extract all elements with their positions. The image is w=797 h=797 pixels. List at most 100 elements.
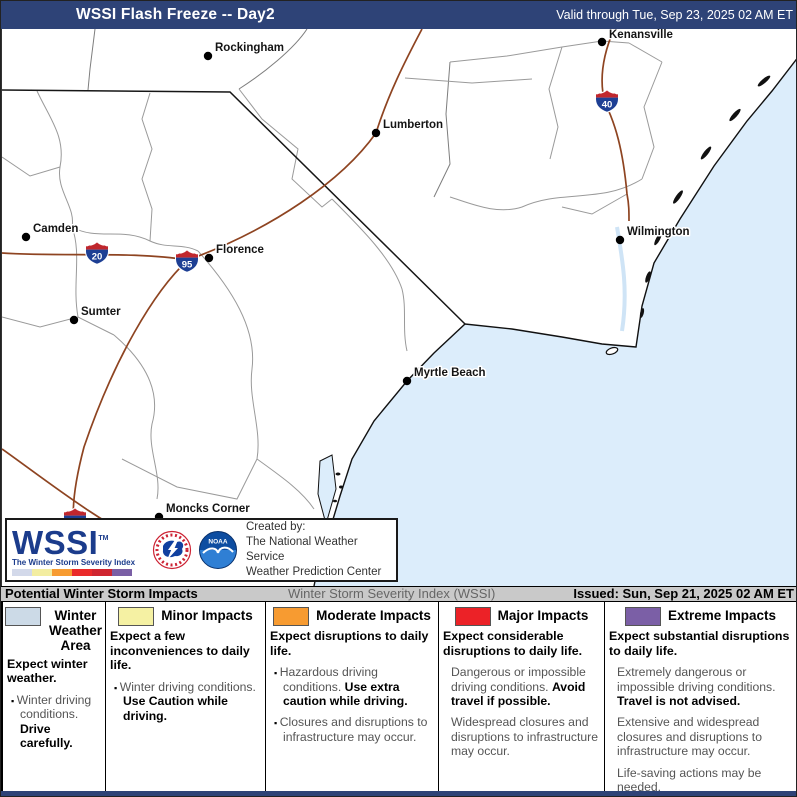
created-by-line2: Weather Prediction Center: [246, 565, 382, 578]
svg-text:20: 20: [92, 252, 103, 263]
city-marker-kenansville: Kenansville: [597, 28, 674, 47]
created-by-label: Created by:: [246, 521, 306, 534]
svg-text:40: 40: [602, 100, 613, 111]
legend-paragraph: Life-saving actions may be needed.: [617, 766, 793, 791]
legend-header-major: Major Impacts: [441, 607, 602, 626]
colorbar-segment: [12, 568, 32, 576]
created-by-line1: The National Weather Service: [246, 536, 358, 563]
map-svg: 40 20 95 26 Ro: [1, 28, 796, 587]
svg-text:Kenansville: Kenansville: [609, 29, 673, 41]
para-text-gray: Extensive and widespread closures and di…: [617, 715, 762, 759]
legend-title-winter: Winter Weather Area: [48, 608, 103, 653]
credit-box: WSSITM The Winter Storm Severity Index: [5, 518, 398, 582]
svg-text:Rockingham: Rockingham: [215, 42, 284, 54]
legend: Winter Weather Area Expect winter weathe…: [1, 602, 796, 791]
issued-text: Issued: Sun, Sep 21, 2025 02 AM ET: [573, 586, 794, 601]
bullet-text-bold: Use Caution while driving.: [123, 694, 228, 723]
svg-text:Wilmington: Wilmington: [627, 226, 690, 238]
legend-lead-moderate: Expect disruptions to daily life.: [270, 629, 429, 658]
legend-bullet: Closures and disruptions to infrastructu…: [274, 715, 435, 744]
wssi-severity-colorbar: [12, 568, 132, 576]
interstate-95-shield: 95: [175, 249, 199, 273]
trademark-symbol: TM: [98, 534, 109, 542]
bullet-text-gray: Closures and disruptions to infrastructu…: [279, 715, 428, 744]
legend-header-extreme: Extreme Impacts: [607, 607, 794, 626]
legend-header-winter: Winter Weather Area: [5, 607, 103, 654]
bullet-text-gray: Hazardous driving conditions.: [279, 665, 378, 694]
winter-weather-swatch: [5, 607, 41, 626]
para-text-gray: Life-saving actions may be needed.: [617, 765, 762, 791]
wssi-logo-text: WSSI: [12, 523, 99, 561]
svg-text:Sumter: Sumter: [81, 306, 121, 318]
svg-text:Moncks Corner: Moncks Corner: [166, 503, 250, 515]
svg-text:Florence: Florence: [216, 244, 264, 256]
legend-title-major: Major Impacts: [497, 608, 589, 623]
legend-column-extreme: Extreme Impacts Expect substantial disru…: [605, 602, 796, 791]
created-by-text: Created by: The National Weather Service…: [246, 520, 391, 580]
city-marker-camden: Camden: [21, 222, 80, 242]
interstate-20-shield: 20: [85, 241, 109, 265]
legend-column-major: Major Impacts Expect considerable disrup…: [439, 602, 605, 791]
svg-text:Camden: Camden: [33, 223, 78, 235]
map-area: 40 20 95 26 Ro: [1, 28, 796, 587]
valid-through-text: Valid through Tue, Sep 23, 2025 02 AM ET: [556, 8, 793, 22]
city-marker-florence: Florence: [204, 243, 265, 263]
city-marker-wilmington: Wilmington: [615, 225, 691, 245]
wssi-logo: WSSITM The Winter Storm Severity Index: [12, 525, 144, 576]
bullet-text-bold: Use extra caution while driving.: [283, 679, 408, 709]
bullet-text-bold: Drive carefully.: [20, 721, 73, 750]
bay: [317, 454, 337, 526]
legend-lead-major: Expect considerable disruptions to daily…: [443, 629, 583, 658]
svg-text:Myrtle Beach: Myrtle Beach: [414, 367, 486, 379]
major-impacts-swatch: [454, 607, 491, 626]
legend-column-winter: Winter Weather Area Expect winter weathe…: [3, 602, 106, 791]
para-text-gray: Dangerous or impossible driving conditio…: [451, 665, 586, 694]
extreme-impacts-swatch: [624, 607, 661, 626]
city-marker-lumberton: Lumberton: [371, 118, 445, 138]
legend-bullet: Winter driving conditions. Use Caution w…: [114, 680, 262, 723]
legend-paragraph: Extensive and widespread closures and di…: [617, 715, 793, 758]
colorbar-segment: [32, 568, 52, 576]
bullet-text-gray: Winter driving conditions.: [119, 679, 256, 694]
legend-title-moderate: Moderate Impacts: [316, 608, 431, 623]
city-marker-rockingham: Rockingham: [203, 41, 286, 61]
legend-bar-left: Potential Winter Storm Impacts: [5, 586, 198, 601]
nws-logo-icon: [152, 530, 192, 570]
county-lines: [1, 28, 663, 510]
legend-title-bar: Potential Winter Storm Impacts Winter St…: [1, 586, 796, 602]
colorbar-segment: [112, 568, 132, 576]
legend-bullet: Hazardous driving conditions. Use extra …: [274, 665, 435, 708]
moderate-impacts-swatch: [273, 607, 310, 626]
coastline: [313, 58, 796, 587]
svg-text:Lumberton: Lumberton: [383, 119, 443, 131]
legend-paragraph: Dangerous or impossible driving conditio…: [451, 665, 601, 708]
colorbar-segment: [92, 568, 112, 576]
colorbar-segment: [72, 568, 92, 576]
page-title: WSSI Flash Freeze -- Day2: [76, 6, 275, 23]
interstate-40-shield: 40: [595, 89, 619, 113]
legend-lead-winter: Expect winter weather.: [7, 656, 88, 686]
svg-text:NOAA: NOAA: [208, 539, 227, 546]
legend-bar-center: Winter Storm Severity Index (WSSI): [288, 586, 496, 601]
legend-bullet: Winter driving conditions. Drive careful…: [11, 693, 102, 751]
city-marker-sumter: Sumter: [69, 305, 123, 325]
city-marker-moncks-corner: Moncks Corner: [154, 502, 252, 522]
para-text-bold: Travel is not advised.: [617, 694, 741, 709]
legend-column-moderate: Moderate Impacts Expect disruptions to d…: [266, 602, 439, 791]
legend-lead-minor: Expect a few inconveniences to daily lif…: [110, 629, 250, 673]
state-border: [1, 89, 466, 325]
para-text-gray: Widespread closures and disruptions to i…: [451, 715, 598, 759]
para-text-gray: Extremely dangerous or impossible drivin…: [617, 665, 776, 694]
legend-paragraph: Widespread closures and disruptions to i…: [451, 715, 601, 758]
minor-impacts-swatch: [118, 607, 155, 626]
title-bar: WSSI Flash Freeze -- Day2 Valid through …: [1, 1, 796, 29]
legend-paragraph: Extremely dangerous or impossible drivin…: [617, 665, 793, 708]
city-marker-myrtle-beach: Myrtle Beach: [402, 366, 487, 386]
bottom-strip: [1, 791, 796, 796]
para-text-bold: Avoid travel if possible.: [451, 679, 586, 709]
ocean-water: [314, 59, 796, 586]
legend-column-minor: Minor Impacts Expect a few inconvenience…: [106, 602, 266, 791]
bullet-text-gray: Winter driving conditions.: [16, 692, 92, 722]
legend-header-moderate: Moderate Impacts: [268, 607, 436, 626]
